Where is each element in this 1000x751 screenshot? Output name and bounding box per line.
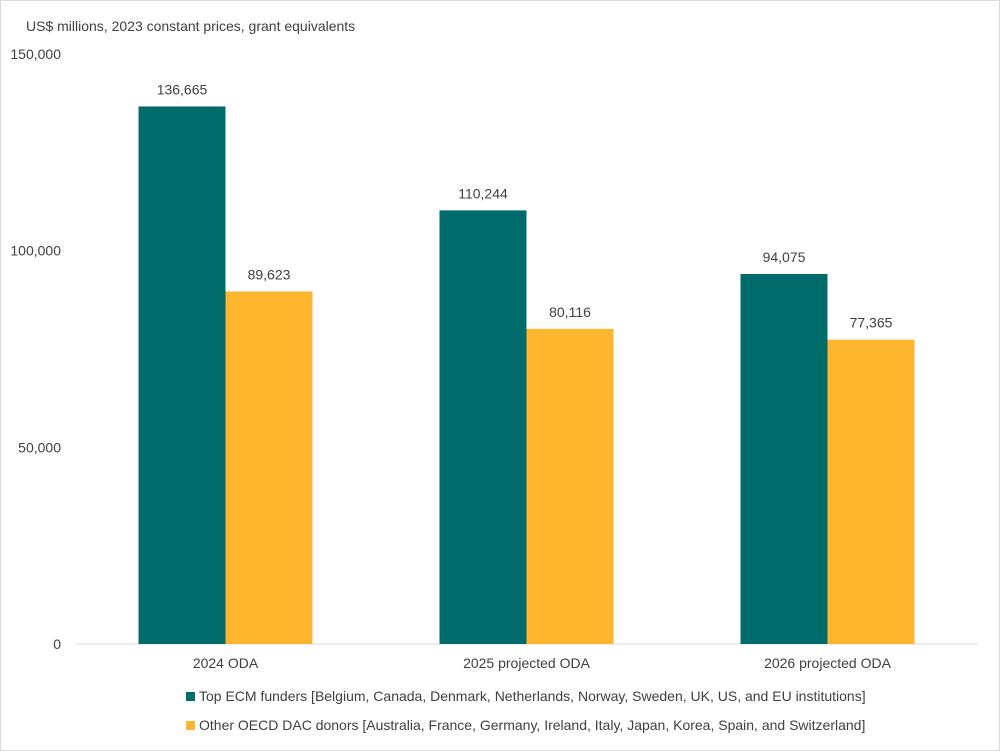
x-tick-label: 2024 ODA: [193, 655, 259, 671]
y-tick-label: 0: [53, 636, 61, 652]
legend-swatch-orange: [186, 720, 195, 730]
bar: [439, 210, 527, 644]
bar: [827, 339, 915, 644]
y-tick-label: 150,000: [10, 46, 61, 62]
data-label: 110,244: [458, 185, 508, 201]
x-tick-label: 2026 projected ODA: [764, 655, 892, 671]
x-tick-label: 2025 projected ODA: [463, 655, 591, 671]
bar: [138, 106, 226, 645]
legend-label: Top ECM funders [Belgium, Canada, Denmar…: [199, 688, 866, 704]
y-tick-label: 50,000: [18, 439, 61, 455]
bar: [526, 328, 614, 644]
y-axis-label: US$ millions, 2023 constant prices, gran…: [26, 18, 356, 34]
data-label: 94,075: [763, 249, 806, 265]
bar: [740, 273, 828, 644]
data-label: 89,623: [248, 266, 291, 282]
legend-label: Other OECD DAC donors [Australia, France…: [199, 717, 866, 733]
legend-item-top-ecm: Top ECM funders [Belgium, Canada, Denmar…: [186, 688, 866, 704]
bar: [225, 291, 313, 644]
data-label: 77,365: [850, 315, 893, 331]
legend-swatch-teal: [186, 691, 195, 701]
legend-item-other-dac: Other OECD DAC donors [Australia, France…: [186, 717, 865, 733]
y-tick-label: 100,000: [10, 243, 61, 259]
data-label: 136,665: [157, 81, 208, 97]
data-label: 80,116: [549, 304, 591, 320]
